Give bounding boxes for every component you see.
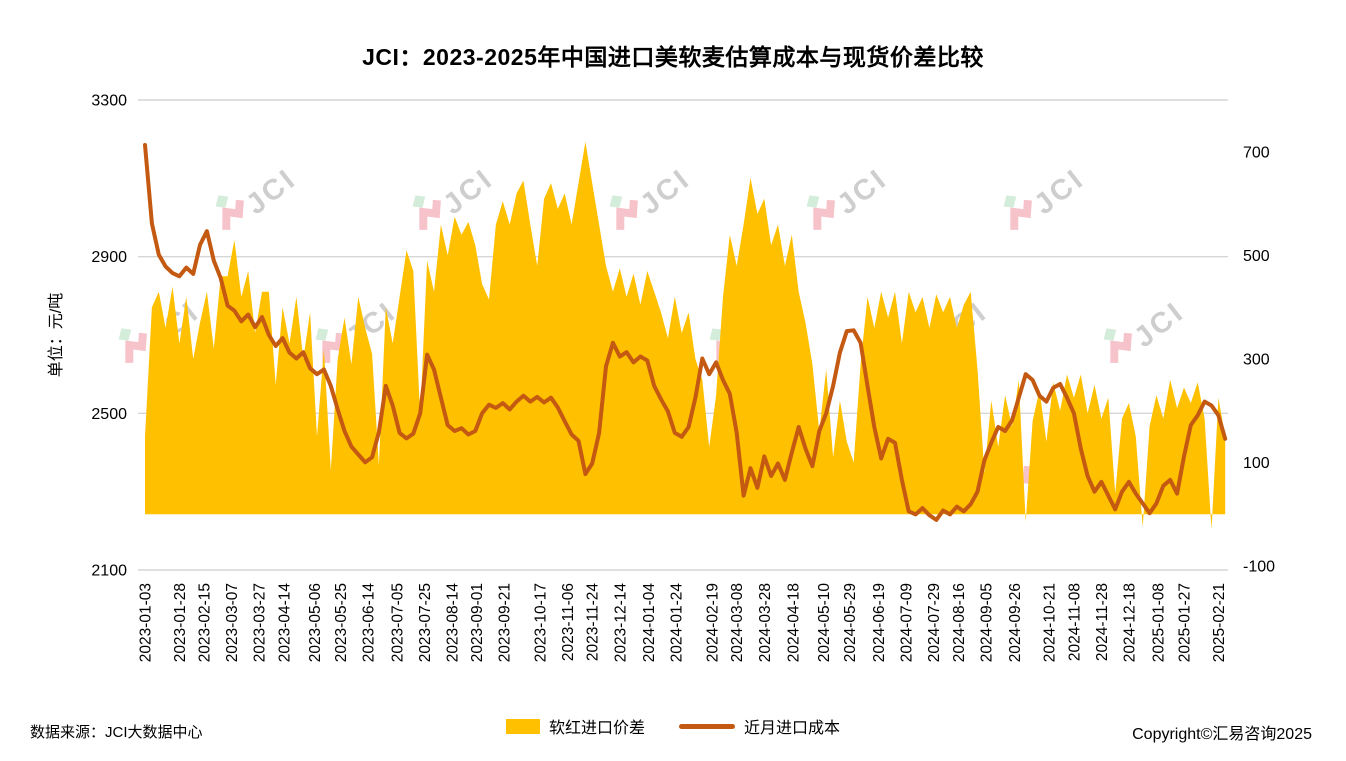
x-tick: 2024-04-18 [786,583,803,662]
x-tick: 2024-07-29 [926,583,943,662]
x-tick: 2024-05-29 [842,583,859,662]
source-note: 数据来源：JCI大数据中心 [30,724,203,741]
x-tick: 2024-08-16 [951,583,968,662]
x-tick: 2023-09-01 [469,583,486,662]
x-tick: 2025-02-21 [1211,583,1228,662]
x-tick: 2023-08-14 [444,583,461,663]
y-right-tick: 300 [1243,352,1270,369]
jci-watermark: JCI [609,163,697,230]
x-tick: 2024-01-24 [669,583,686,663]
x-tick: 2024-11-28 [1094,583,1111,661]
svg-text:JCI: JCI [240,163,302,222]
x-tick: 2023-01-28 [172,583,189,662]
svg-text:JCI: JCI [1028,163,1090,222]
x-tick: 2024-11-08 [1066,583,1083,661]
svg-text:JCI: JCI [831,163,893,222]
x-tick: 2024-09-26 [1007,583,1024,662]
axis-labels: 2100 2500 2900 3300 -100 100 300 500 700 2023-01-… [91,93,1275,663]
jci-watermark: JCI [412,163,500,230]
legend-label-cost: 近月进口成本 [744,720,841,737]
y-left-tick: 2100 [91,563,127,580]
y-right-tick: 500 [1243,248,1270,265]
x-tick: 2023-11-24 [585,583,602,662]
jci-watermark: JCI [1103,296,1191,363]
x-tick: 2024-12-18 [1121,583,1138,662]
svg-text:JCI: JCI [437,163,499,222]
x-tick: 2024-07-09 [899,583,916,662]
y-right-tick: 100 [1243,455,1270,472]
y-right-tick: -100 [1243,559,1275,576]
x-tick: 2024-03-08 [729,583,746,662]
x-tick: 2025-01-27 [1177,583,1194,662]
y-left-tick: 2900 [91,249,127,266]
x-tick: 2023-11-06 [560,583,577,661]
legend-item-spread: 软红进口价差 [505,714,645,738]
jci-watermark: JCI [806,163,894,230]
x-tick: 2024-10-21 [1042,583,1059,662]
x-tick: 2023-04-14 [277,583,294,663]
x-tick: 2023-10-17 [532,583,549,662]
copyright-note: Copyright©汇易咨询2025 [1132,726,1312,743]
jci-watermark: JCI [1003,163,1091,230]
series-line-cost [143,143,1228,522]
x-tick: 2023-05-25 [333,583,350,662]
x-tick: 2023-03-07 [224,583,241,662]
x-tick: 2024-06-19 [871,583,888,662]
x-tick: 2025-01-08 [1150,583,1167,662]
x-tick: 2023-07-25 [417,583,434,662]
legend-swatch-spread [505,718,540,734]
x-tick: 2024-02-19 [705,583,722,662]
jci-watermark: JCI [215,163,303,230]
y-left-tick: 2500 [91,406,127,423]
x-tick: 2024-09-05 [978,583,995,662]
y-left-tick: 3300 [91,93,127,110]
x-tick: 2023-05-06 [307,583,324,662]
x-tick: 2023-03-27 [252,583,269,662]
legend: 软红进口价差 近月进口成本 [0,714,1346,738]
legend-item-cost: 近月进口成本 [679,714,840,738]
x-tick: 2023-09-21 [497,583,514,662]
x-tick: 2023-12-14 [612,583,629,663]
x-tick: 2023-01-03 [138,583,155,662]
svg-text:JCI: JCI [1128,296,1190,355]
x-tick: 2023-07-05 [389,583,406,662]
legend-label-spread: 软红进口价差 [548,720,645,737]
x-tick: 2023-06-14 [360,583,377,663]
page-title: JCI：2023-2025年中国进口美软麦估算成本与现货价差比较 [362,44,984,70]
x-tick: 2024-05-10 [816,583,833,663]
y-right-tick: 700 [1243,145,1270,162]
x-tick: 2024-01-04 [641,583,658,663]
x-tick: 2023-02-15 [197,583,214,662]
legend-swatch-cost [679,723,735,729]
svg-text:JCI: JCI [634,163,696,222]
x-tick: 2024-03-28 [757,583,774,662]
